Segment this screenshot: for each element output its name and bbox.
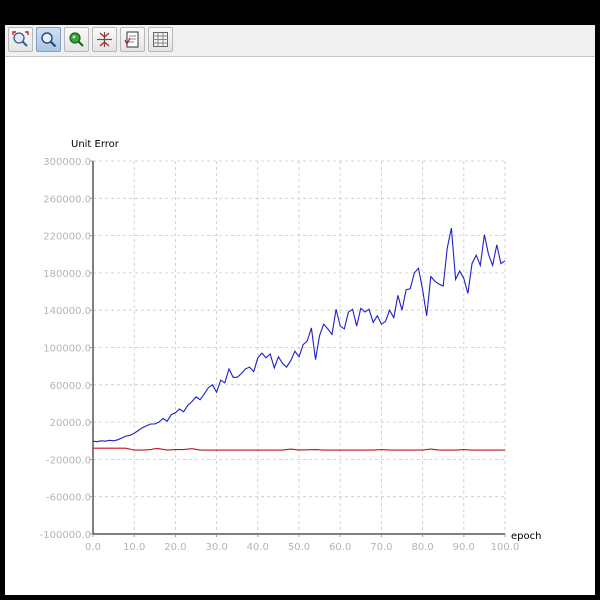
y-tick-label: 60000.0: [50, 381, 91, 392]
y-tick-label: 180000.0: [43, 269, 91, 280]
x-tick-label: 30.0: [205, 542, 227, 553]
x-tick-label: 70.0: [370, 542, 392, 553]
x-axis-label: epoch: [511, 531, 541, 542]
y-axis-label: Unit Error: [71, 139, 120, 150]
chart-area: 0.0 10.0 20.0 30.0 40.0 50.0 60.0 70.0 80.0 90.0 1…: [5, 57, 595, 595]
zoom-icon: [41, 32, 57, 48]
x-tick-label: 40.0: [247, 542, 269, 553]
chart-window: 0.0 10.0 20.0 30.0 40.0 50.0 60.0 70.0 80.0 90.0 1…: [5, 25, 595, 595]
save-image-button[interactable]: [120, 27, 145, 52]
x-tick-label: 20.0: [164, 542, 186, 553]
series-line-0: [92, 227, 506, 443]
fit-icon: [97, 32, 112, 47]
toolbar: [5, 25, 595, 57]
y-tick-label: 300000.0: [43, 157, 91, 168]
x-tick-label: 80.0: [411, 542, 433, 553]
y-tick-label: -60000.0: [46, 493, 91, 504]
y-tick-label: 100000.0: [43, 344, 91, 355]
x-tick-label: 60.0: [329, 542, 351, 553]
x-tick-label: 50.0: [288, 542, 310, 553]
pan-icon: [69, 32, 84, 47]
y-tick-label: 20000.0: [50, 418, 91, 429]
x-tick-label: 0.0: [85, 542, 101, 553]
y-tick-label: -100000.0: [40, 530, 91, 541]
zoom-region-icon: [12, 31, 29, 47]
save-image-icon: [124, 31, 139, 48]
data-table-icon: [153, 32, 168, 47]
x-tick-label: 10.0: [123, 542, 145, 553]
x-tick-label: 100.0: [491, 542, 520, 553]
series-line-1: [93, 447, 505, 451]
data-table-button[interactable]: [148, 27, 173, 52]
fit-button[interactable]: [92, 27, 117, 52]
zoom-button[interactable]: [36, 27, 61, 52]
pan-button[interactable]: [64, 27, 89, 52]
x-tick-label: 90.0: [453, 542, 475, 553]
y-tick-label: 140000.0: [43, 306, 91, 317]
y-tick-label: 220000.0: [43, 232, 91, 243]
line-chart: 0.0 10.0 20.0 30.0 40.0 50.0 60.0 70.0 80.0 90.0 1…: [40, 139, 542, 553]
y-tick-label: -20000.0: [46, 455, 91, 466]
zoom-region-button[interactable]: [8, 27, 33, 52]
y-tick-label: 260000.0: [43, 194, 91, 205]
